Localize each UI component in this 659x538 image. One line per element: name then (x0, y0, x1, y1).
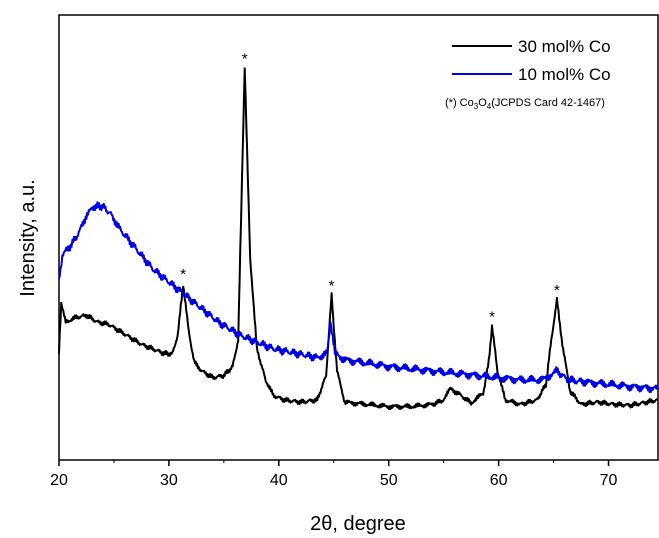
x-tick-label: 60 (490, 472, 508, 489)
legend-label-10: 10 mol% Co (518, 65, 611, 84)
peak-marker: * (180, 266, 186, 283)
plot-frame (58, 14, 659, 461)
peak-markers: * * * * * (180, 50, 560, 325)
series-layer (58, 67, 659, 410)
x-tick-label: 30 (160, 472, 178, 489)
x-tick-label: 20 (50, 472, 68, 489)
x-axis-label: 2θ, degree (310, 513, 406, 535)
x-tick-label: 50 (380, 472, 398, 489)
y-axis-label: Intensity, a.u. (17, 179, 39, 296)
x-tick-label: 70 (600, 472, 618, 489)
legend-label-30: 30 mol% Co (518, 37, 611, 56)
peak-marker: * (554, 282, 560, 299)
legend: 30 mol% Co 10 mol% Co (*) Co3O4(JCPDS Ca… (445, 37, 611, 111)
reference-note: (*) Co3O4(JCPDS Card 42-1467) (445, 97, 605, 111)
peak-marker: * (242, 50, 248, 67)
peak-marker: * (329, 277, 335, 294)
peak-marker: * (489, 309, 495, 326)
series-line-10-mol-co (58, 201, 659, 394)
x-axis: 20 30 40 50 60 70 (50, 460, 618, 489)
x-tick-label: 40 (270, 472, 288, 489)
series-line-30-mol-co (58, 67, 659, 410)
